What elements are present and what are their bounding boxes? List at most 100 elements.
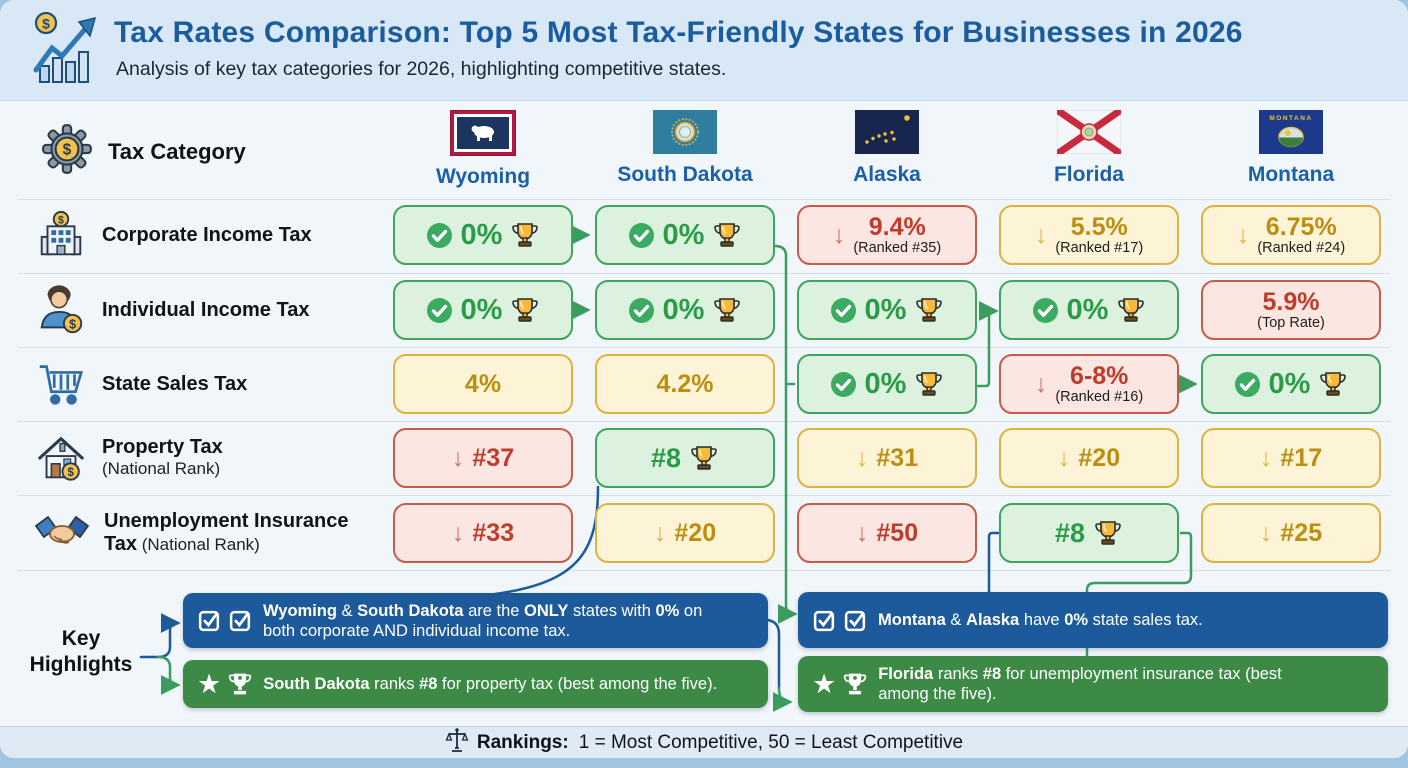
cell-subtext: (Ranked #24) [1257, 239, 1346, 256]
row-label-segment: Tax [104, 533, 137, 555]
cell-value: 0% [662, 293, 705, 326]
text-segment: Alaska [966, 611, 1020, 629]
svg-text:MONTANA: MONTANA [1269, 115, 1312, 122]
down-arrow-icon: ↓ [855, 443, 869, 472]
text-segment: #8 [419, 675, 438, 693]
row-label: $ Corporate Income Tax [34, 205, 312, 265]
row-label: $ Individual Income Tax [34, 280, 309, 340]
cell-value: #8 [1054, 517, 1086, 548]
cell-value-stack: 6.75% (Ranked #24) [1257, 214, 1345, 256]
state-column-montana: MONTANA Montana [1201, 110, 1381, 187]
row-label-segment: State Sales Tax [102, 372, 248, 395]
cell-value: #50 [876, 518, 919, 547]
highlight-text-line: among the five). [878, 684, 1282, 704]
cell-subtext: (Ranked #17) [1055, 239, 1144, 256]
trophy-icon [712, 295, 742, 325]
handshake-icon [34, 508, 90, 558]
down-arrow-icon: ↓ [1034, 220, 1048, 249]
cell-value: 9.4% [868, 213, 926, 242]
check-circle-icon [830, 371, 857, 398]
check-circle-icon [1032, 297, 1059, 324]
row-divider [18, 495, 1390, 496]
text-segment: states with [568, 601, 656, 620]
building-dollar-icon: $ [34, 208, 88, 262]
cell-value: 0% [662, 218, 705, 251]
cell-montana: 0% [1201, 354, 1381, 414]
trophy-icon [1116, 295, 1146, 325]
cell-value: 4.2% [656, 369, 714, 398]
row-label-text: Individual Income Tax [102, 299, 309, 322]
cell-south-dakota: 0% [595, 205, 775, 265]
cell-value-stack: 5.9% (Top Rate) [1257, 289, 1325, 331]
cell-value: 5.5% [1070, 213, 1128, 242]
house-dollar-icon: $ [34, 431, 88, 485]
highlight-box-1: Wyoming & South Dakota are the ONLY stat… [183, 593, 768, 648]
check-circle-icon [628, 222, 655, 249]
row-label-segment: Property Tax [102, 436, 223, 459]
down-arrow-icon: ↓ [451, 443, 465, 472]
south-dakota-flag-icon [653, 110, 717, 154]
footer-legend: Rankings: 1 = Most Competitive, 50 = Lea… [0, 726, 1408, 758]
svg-text:$: $ [69, 317, 76, 331]
cell-montana: ↓ #25 [1201, 503, 1381, 563]
down-arrow-icon: ↓ [1259, 518, 1273, 547]
cell-value: #33 [472, 518, 515, 547]
trophy-icon [510, 295, 540, 325]
row-divider [18, 570, 1390, 571]
cell-south-dakota: ↓ #20 [595, 503, 775, 563]
cell-florida: 0% [999, 280, 1179, 340]
shopping-cart-icon [34, 357, 88, 411]
text-segment: for unemployment insurance tax (best [1001, 665, 1282, 683]
row-label: $ Property Tax (National Rank) [34, 428, 223, 488]
state-column-alaska: Alaska [797, 110, 977, 187]
cell-alaska: 0% [797, 354, 977, 414]
footer-legend-bold: Rankings: [476, 732, 569, 753]
alaska-flag-icon [855, 110, 919, 154]
row-label: State Sales Tax [34, 354, 247, 414]
cell-value: #37 [472, 443, 515, 472]
row-divider [18, 347, 1390, 348]
page-subtitle: Analysis of key tax categories for 2026,… [116, 58, 727, 80]
growth-chart-dollar-icon: $ [28, 8, 108, 93]
cell-florida: #8 [999, 503, 1179, 563]
text-segment: #8 [982, 665, 1002, 683]
state-name: Alaska [853, 163, 921, 186]
cell-subtext: (Top Rate) [1257, 314, 1325, 331]
cell-value: #20 [1078, 443, 1121, 472]
cell-south-dakota: #8 [595, 428, 775, 488]
row-label-text: State Sales Tax [102, 373, 247, 396]
cell-value: #31 [876, 443, 919, 472]
text-segment: South Dakota [263, 675, 370, 693]
cell-value: 6-8% [1070, 362, 1129, 391]
cell-value: 0% [1268, 367, 1311, 400]
svg-text:$: $ [58, 214, 64, 226]
text-segment: Wyoming [263, 601, 337, 620]
cell-value: 0% [460, 293, 503, 326]
highlight-text-line: South Dakota ranks #8 for property tax (… [263, 674, 717, 694]
header-band: $ Tax Rates Comparison: Top 5 Most Tax-F… [0, 0, 1408, 100]
cell-montana: ↓ #17 [1201, 428, 1381, 488]
text-segment: 0% [1064, 611, 1089, 629]
row-label-text: Property Tax (National Rank) [102, 436, 223, 479]
row-label-text: Corporate Income Tax [102, 224, 312, 247]
highlight-text-line: both corporate AND individual income tax… [263, 621, 702, 641]
trophy-icon [914, 295, 944, 325]
row-label: Unemployment Insurance Tax (National Rank… [34, 503, 349, 563]
down-arrow-icon: ↓ [451, 518, 465, 547]
down-arrow-icon: ↓ [1034, 369, 1048, 398]
star-icon: ★ [812, 668, 837, 699]
cell-wyoming: 0% [393, 280, 573, 340]
row-label-segment: Corporate Income Tax [102, 223, 312, 246]
down-arrow-icon: ↓ [653, 518, 667, 547]
cell-value: #17 [1280, 443, 1323, 472]
cell-value: 4% [464, 369, 502, 398]
text-segment: ranks [369, 675, 420, 693]
svg-text:$: $ [63, 142, 72, 159]
trophy-icon [842, 670, 868, 698]
cell-value: #20 [674, 518, 717, 547]
key-highlights-label-line2: Highlights [29, 653, 133, 676]
cell-value: 0% [864, 293, 907, 326]
trophy-icon [712, 220, 742, 250]
highlight-text: South Dakota ranks #8 for property tax (… [263, 674, 717, 694]
